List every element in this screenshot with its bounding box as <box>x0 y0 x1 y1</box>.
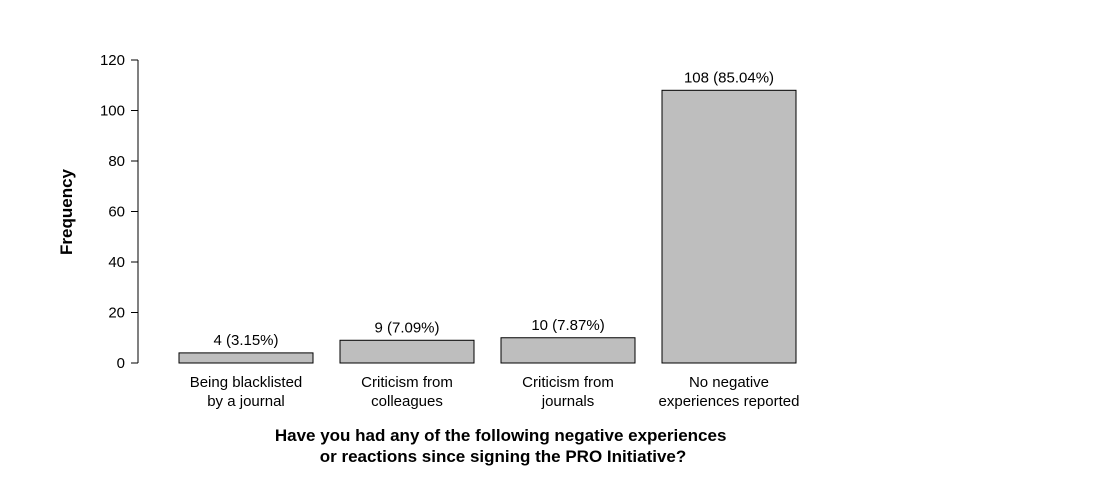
category-labels: Being blacklisted by a journal Criticism f… <box>190 374 800 410</box>
x-category-label: Criticism from journals <box>522 374 614 410</box>
bar <box>661 89 797 364</box>
x-category-label-line: Being blacklisted <box>190 374 303 391</box>
bar-data-label: 108 (85.04%) <box>684 69 774 86</box>
x-category-label-line: experiences reported <box>659 393 800 410</box>
bar <box>500 337 636 364</box>
bar-data-label: 10 (7.87%) <box>531 317 604 334</box>
y-tick-label: 20 <box>108 305 125 322</box>
bar-data-label: 4 (3.15%) <box>213 332 278 349</box>
x-category-label-line: by a journal <box>207 393 285 410</box>
x-category-label: No negative experiences reported <box>659 374 800 410</box>
data-labels: 4 (3.15%) 9 (7.09%) 10 (7.87%) 108 (85.04%) <box>213 69 774 349</box>
y-tick-label: 120 <box>100 52 125 69</box>
x-category-label-line: colleagues <box>371 393 443 410</box>
x-category-label-line: journals <box>541 393 595 410</box>
bar-data-label: 9 (7.09%) <box>374 319 439 336</box>
x-axis-title-line-2: or reactions since signing the PRO Initi… <box>320 447 687 466</box>
bars <box>178 89 797 364</box>
bar <box>339 339 475 364</box>
x-axis-title-line-1: Have you had any of the following negati… <box>275 426 727 445</box>
y-tick-label: 60 <box>108 204 125 221</box>
bar <box>178 352 314 364</box>
x-category-label: Being blacklisted by a journal <box>190 374 303 410</box>
x-category-label: Criticism from colleagues <box>361 374 453 410</box>
x-category-label-line: Criticism from <box>361 374 453 391</box>
x-category-label-line: No negative <box>689 374 769 391</box>
y-tick-label: 100 <box>100 103 125 120</box>
y-tick-label: 0 <box>117 355 125 372</box>
y-tick-label: 80 <box>108 153 125 170</box>
y-tick-label: 40 <box>108 254 125 271</box>
x-axis-title: Have you had any of the following negati… <box>275 426 731 466</box>
x-category-label-line: Criticism from <box>522 374 614 391</box>
y-axis-title: Frequency <box>57 168 76 255</box>
y-axis: 0 20 40 60 80 100 120 <box>100 52 139 372</box>
